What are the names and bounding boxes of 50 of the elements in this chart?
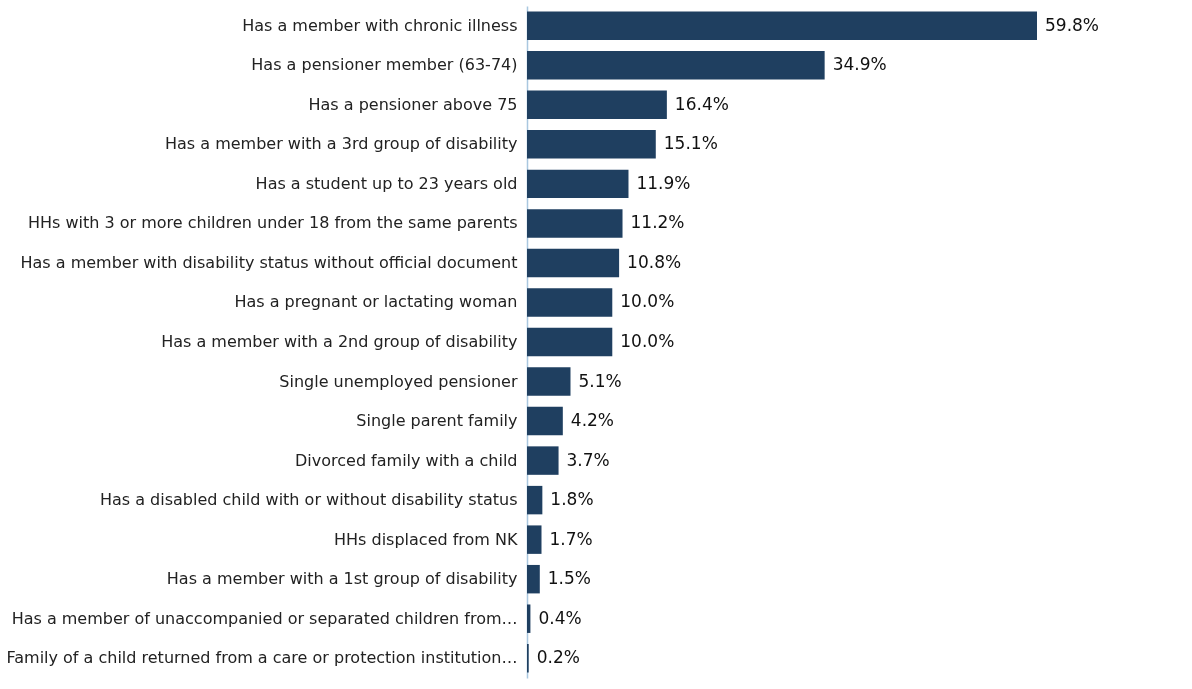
data-label: 1.5%	[547, 568, 591, 589]
bar	[527, 525, 542, 554]
y-tick-label: Has a member with disability status without official document	[20, 252, 518, 272]
bar	[527, 406, 563, 436]
y-tick-label: Divorced family with a child	[294, 450, 518, 470]
data-label: 11.9%	[636, 172, 691, 193]
bar	[527, 209, 623, 238]
y-tick-label: Has a pensioner member (63-74)	[251, 55, 518, 75]
y-tick-label: Has a member with chronic illness	[242, 15, 518, 35]
data-label: 11.2%	[630, 212, 685, 233]
data-label: 4.2%	[570, 410, 615, 431]
data-label: 15.1%	[663, 133, 718, 154]
y-tick-label: Has a member of unaccompanied or separated children from…	[11, 608, 518, 628]
y-tick-label: HHs with 3 or more children under 18 from the same parents	[27, 213, 518, 233]
y-tick-label: Has a student up to 23 years old	[255, 173, 518, 193]
bar	[527, 11, 1037, 40]
data-label: 1.7%	[549, 528, 593, 549]
bar	[527, 564, 540, 594]
y-tick-label: Has a pregnant or lactating woman	[234, 292, 518, 312]
bar	[527, 327, 613, 357]
bar	[527, 485, 543, 515]
bar	[527, 51, 825, 80]
data-label: 0.2%	[536, 647, 580, 668]
data-label: 16.4%	[674, 93, 729, 114]
data-label: 10.0%	[620, 331, 675, 351]
data-label: 5.1%	[578, 370, 622, 391]
y-tick-label: Single unemployed pensioner	[279, 371, 518, 391]
data-label: 34.9%	[832, 54, 887, 75]
y-tick-label: Has a pensioner above 75	[308, 94, 518, 114]
y-tick-label: Has a disabled child with or without disability status	[99, 490, 518, 510]
y-tick-label: Has a member with a 3rd group of disability	[164, 134, 518, 154]
data-label: 59.8%	[1045, 14, 1100, 35]
bar	[527, 288, 613, 317]
y-tick-label: Has a member with a 2nd group of disability	[161, 332, 518, 351]
bar	[527, 604, 531, 633]
data-label: 3.7%	[566, 449, 610, 470]
y-tick-label: Single parent family	[356, 411, 518, 431]
data-label: 0.4%	[538, 607, 582, 628]
y-tick-label: Has a member with a 1st group of disability	[166, 569, 518, 589]
bar	[527, 90, 667, 120]
y-tick-label: Family of a child returned from a care or protection institution…	[6, 648, 518, 668]
bar	[527, 130, 656, 159]
y-tick-label: HHs displaced from NK	[334, 529, 518, 549]
data-label: 10.8%	[627, 251, 682, 272]
data-label: 1.8%	[550, 489, 594, 510]
bar	[527, 169, 629, 199]
bar	[527, 248, 620, 278]
bar	[527, 446, 559, 475]
data-label: 10.0%	[620, 291, 675, 312]
bar	[527, 367, 571, 396]
